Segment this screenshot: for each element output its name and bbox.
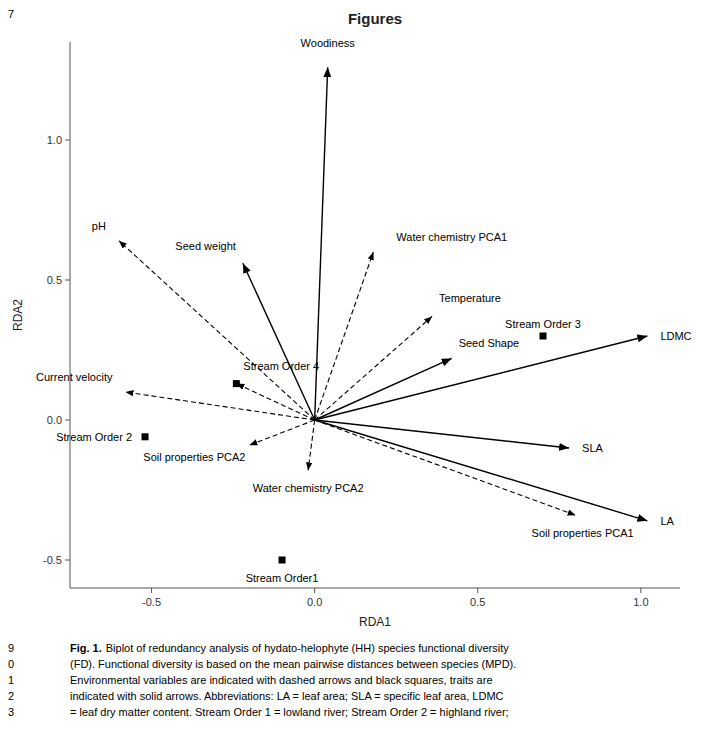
arrow-label: SLA: [582, 442, 603, 454]
y-tick-label: 0.5: [47, 274, 62, 286]
x-axis: [70, 588, 680, 589]
arrow-label: pH: [92, 220, 106, 232]
arrow-label: Temperature: [439, 292, 501, 304]
margin-label: 9: [8, 642, 14, 654]
arrow-label: Soil properties PCA2: [143, 451, 245, 463]
x-tick: [151, 588, 152, 593]
x-axis-label: RDA1: [359, 615, 391, 629]
arrow-label: Seed weight: [175, 240, 236, 252]
arrow-label: Woodiness: [301, 37, 356, 49]
margin-label: 7: [8, 8, 14, 20]
square-marker: [233, 380, 240, 387]
caption-line: = leaf dry matter content. Stream Order …: [70, 706, 509, 718]
y-tick: [65, 280, 70, 281]
margin-label: 2: [8, 690, 14, 702]
x-tick: [314, 588, 315, 593]
y-tick-label: 0.0: [47, 414, 62, 426]
y-tick: [65, 420, 70, 421]
chart: Figures -0.5 0.0 0.5 1.0 -0.5 0.0 0.5 1.0 RDA1 RDA…: [0, 0, 705, 740]
x-tick: [640, 588, 641, 593]
env-arrow: [308, 420, 315, 470]
square-marker: [539, 333, 546, 340]
y-axis: [70, 42, 71, 588]
point-label: Stream Order1: [246, 572, 319, 584]
margin-label: 1: [8, 674, 14, 686]
arrow-label: Soil properties PCA1: [532, 527, 634, 539]
margin-label: 0: [8, 658, 14, 670]
caption-line: Environmental variables are indicated wi…: [70, 674, 493, 686]
square-marker: [142, 433, 149, 440]
arrow-label: LA: [660, 515, 674, 527]
env-arrow: [249, 420, 314, 445]
x-tick-label: 0.5: [470, 596, 485, 608]
caption-text: Biplot of redundancy analysis of hydato-…: [106, 642, 509, 654]
env-arrow: [315, 316, 432, 420]
square-marker: [279, 557, 286, 564]
caption-line: (FD). Functional diversity is based on t…: [70, 658, 516, 670]
margin-label: 3: [8, 706, 14, 718]
y-tick: [65, 140, 70, 141]
x-tick-label: 1.0: [633, 596, 648, 608]
title: Figures: [348, 10, 402, 27]
x-tick-label: -0.5: [142, 596, 161, 608]
caption-label: Fig. 1.: [70, 642, 102, 654]
y-axis-label: RDA2: [11, 299, 25, 331]
arrow-label: Current velocity: [36, 371, 113, 383]
env-arrow: [236, 384, 314, 420]
x-tick-label: 0.0: [307, 596, 322, 608]
y-tick-label: -0.5: [43, 554, 62, 566]
point-label: Stream Order 2: [56, 431, 132, 443]
trait-arrow: [315, 336, 648, 420]
y-tick: [65, 560, 70, 561]
env-arrow: [315, 252, 374, 420]
caption-line: Fig. 1. Biplot of redundancy analysis of …: [70, 642, 509, 654]
arrow-label: Water chemistry PCA2: [253, 482, 364, 494]
x-tick: [477, 588, 478, 593]
env-arrow: [119, 241, 315, 420]
plot-area: [119, 67, 647, 563]
env-arrow: [125, 392, 314, 420]
trait-arrow: [243, 263, 315, 420]
arrow-label: Seed Shape: [459, 337, 520, 349]
labels: Woodiness Seed weight Seed Shape LDMC SLA LA p…: [36, 37, 692, 584]
caption-line: indicated with solid arrows. Abbreviatio…: [70, 690, 504, 702]
arrow-label: Stream Order 4: [243, 360, 319, 372]
trait-arrow: [315, 358, 452, 420]
point-label: Stream Order 3: [505, 318, 581, 330]
arrow-label: Water chemistry PCA1: [396, 231, 507, 243]
arrow-label: LDMC: [660, 330, 691, 342]
env-arrow: [315, 420, 576, 515]
trait-arrow: [315, 420, 648, 521]
y-tick-label: 1.0: [47, 134, 62, 146]
